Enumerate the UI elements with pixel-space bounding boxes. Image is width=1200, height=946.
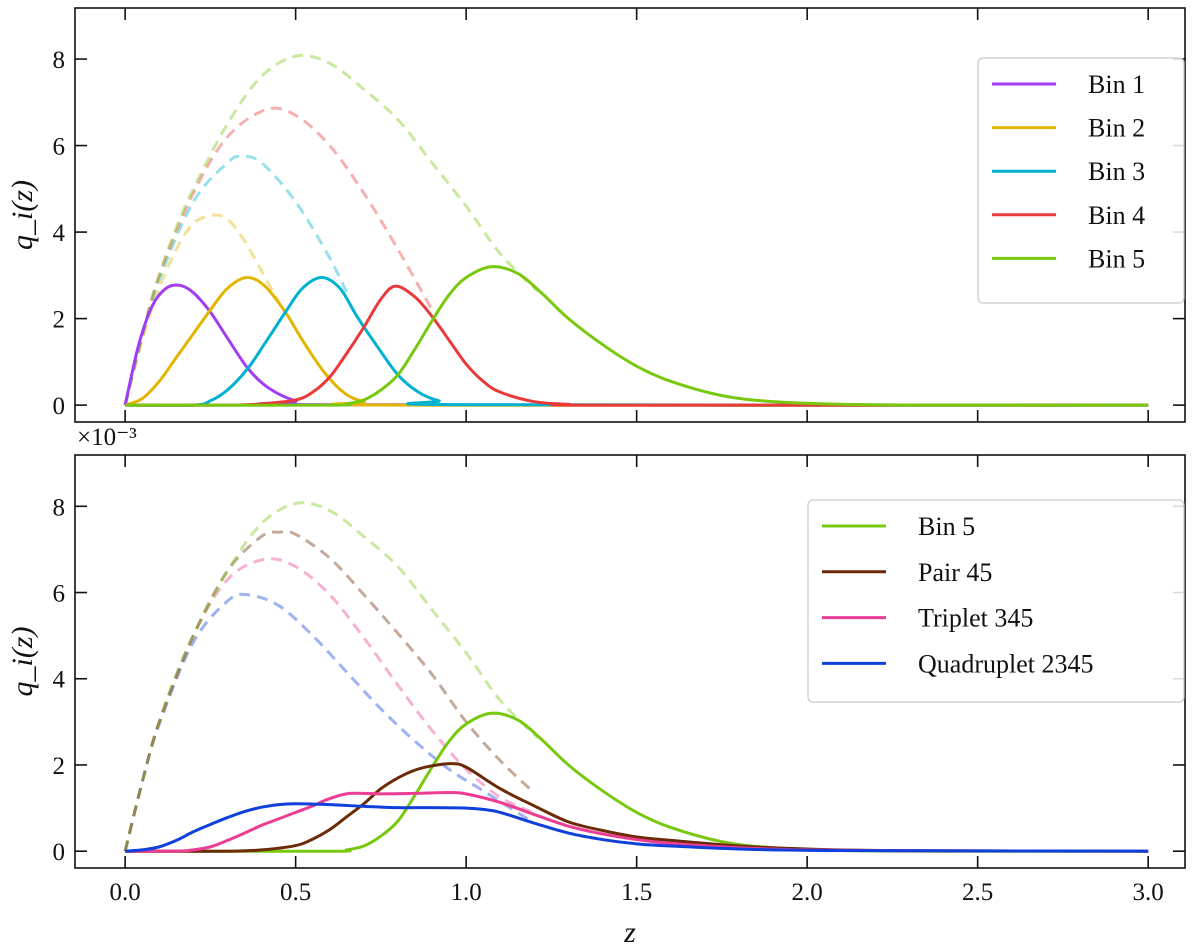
y-tick-label: 2 [53,307,66,334]
y-axis-label: q_i(z) [6,180,39,250]
y-tick-label: 8 [53,47,66,74]
legend-entry-label: Triplet 345 [918,604,1033,633]
x-axis-label: z [623,916,636,946]
legend-entry-label: Bin 4 [1088,201,1145,230]
x-tick-label: 2.0 [792,879,823,906]
dashed-envelope-line [123,53,539,406]
y-tick-label: 0 [53,393,66,420]
y-tick-label: 6 [53,581,66,608]
offset-text: ×10⁻³ [77,424,137,451]
axes-frame [74,454,1186,869]
dashed-envelope-line [123,106,434,406]
series-line-bin-5 [125,711,1149,853]
series-line-quadruplet-2345 [125,802,1149,853]
series-line-pair-45 [125,762,1149,853]
legend-entry-label: Quadruplet 2345 [918,649,1093,678]
y-tick-label: 2 [53,753,66,780]
dashed-envelope-line [123,592,529,852]
y-tick-label: 8 [53,494,66,521]
axes-frame [74,7,1186,423]
legend-entry-label: Bin 5 [918,512,975,541]
series-line-bin-5 [125,265,1149,407]
legend: Bin 1 Bin 2 Bin 3 Bin 4 Bin 5 [977,57,1185,304]
series-line-bin-3 [125,276,1149,407]
x-tick-label: 0.5 [280,879,311,906]
dashed-envelope-line [123,213,280,406]
legend-entry-label: Pair 45 [918,558,992,587]
y-tick-label: 6 [53,134,66,161]
x-tick-label: 1.0 [451,879,482,906]
legend-box [977,57,1185,304]
legend-entry-label: Bin 2 [1088,114,1145,143]
series-group [123,501,1149,853]
y-axis-label: q_i(z) [6,627,39,697]
y-tick-label: 4 [53,220,66,247]
bottom-panel: 0.0 0.5 1.0 1.5 2.0 2.5 3.0 0 2 4 6 8 ×10⁻³ q_i(z)z Bi… [6,424,1186,946]
y-tick-label: 4 [53,667,66,694]
x-tick-label: 1.5 [621,879,652,906]
y-tick-label: 0 [53,839,66,866]
legend-entry-label: Bin 1 [1088,70,1145,99]
series-group [123,53,1149,407]
legend-box [807,499,1185,703]
series-line-bin-4 [125,284,1149,407]
offset-text: ×10⁻³ [77,0,137,4]
dashed-envelope-line [123,501,539,852]
dashed-envelope-line [123,557,532,852]
legend: Bin 5 Pair 45 Triplet 345 Quadruplet 2345 [807,499,1185,703]
x-tick-label: 0.0 [110,879,141,906]
legend-entry-label: Bin 5 [1088,244,1145,273]
legend-entry-label: Bin 3 [1088,157,1145,186]
dashed-envelope-line [123,529,536,852]
x-tick-label: 3.0 [1133,879,1164,906]
x-tick-label: 2.5 [962,879,993,906]
